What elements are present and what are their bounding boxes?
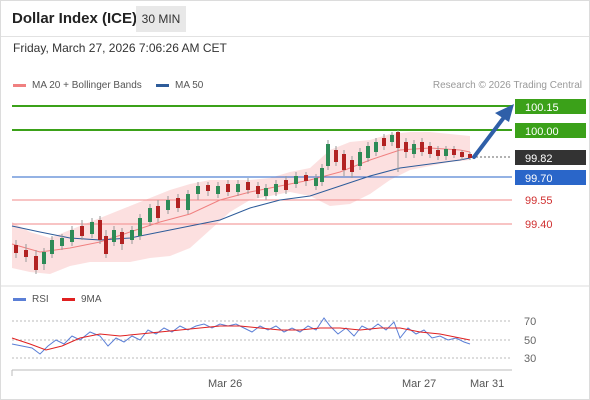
level-tag-100-00: 100.00 [515, 123, 586, 138]
x-tick-mar31: Mar 31 [470, 378, 504, 390]
rsi-swatch [13, 298, 26, 301]
candle [236, 180, 240, 196]
candle [98, 216, 102, 244]
level-value-99-40: 99.40 [525, 219, 553, 231]
bollinger-band [12, 132, 470, 274]
rsi-tick-50: 50 [524, 335, 536, 347]
candle [34, 250, 38, 274]
candle [138, 214, 142, 240]
candle [284, 176, 288, 194]
ma50-line [11, 157, 471, 241]
candle [166, 196, 170, 214]
candle [42, 248, 46, 270]
rsi-line [11, 317, 471, 355]
level-tag-100-15: 100.15 [515, 99, 586, 114]
ma9-legend-label: 9MA [81, 294, 102, 305]
indicator-legend: RSI 9MA [13, 294, 102, 305]
candle [274, 180, 278, 196]
candle [314, 174, 318, 190]
legend-ma50-label: MA 50 [175, 80, 204, 91]
candle [420, 138, 424, 156]
candle [216, 182, 220, 198]
candle [382, 134, 386, 150]
candle [374, 138, 378, 156]
level-value-99-70: 99.70 [525, 173, 553, 185]
candle [206, 182, 210, 196]
candle [326, 140, 330, 170]
level-value-99-82: 99.82 [525, 153, 553, 165]
level-value-100-00: 100.00 [525, 126, 559, 138]
candle [264, 184, 268, 200]
candle [246, 178, 250, 194]
ma50-swatch [156, 83, 169, 87]
research-credit: Research © 2026 Trading Central [432, 80, 582, 91]
instrument-title: Dollar Index (ICE) [12, 10, 138, 27]
candle [320, 164, 324, 186]
candle [404, 138, 408, 158]
candle [334, 146, 338, 166]
candle [350, 156, 354, 178]
candle [112, 226, 116, 246]
candle [390, 132, 394, 146]
rsi-tick-30: 30 [524, 353, 536, 365]
candle [444, 146, 448, 160]
candle [452, 146, 456, 158]
candle [342, 150, 346, 176]
candle [80, 220, 84, 240]
timestamp: Friday, March 27, 2026 7:06:26 AM CET [13, 41, 227, 55]
candle [104, 230, 108, 258]
candle [120, 228, 124, 250]
rsi-tick-70: 70 [524, 316, 536, 328]
candle [24, 244, 28, 262]
ma9-swatch [62, 298, 75, 301]
ma20-line [11, 147, 471, 253]
projection-arrow [472, 104, 514, 159]
candle [256, 182, 260, 198]
candle [196, 182, 200, 200]
candle [428, 142, 432, 158]
candle [226, 180, 230, 196]
level-value-100-15: 100.15 [525, 102, 559, 114]
ma9-line [11, 325, 471, 351]
candle [436, 146, 440, 160]
candle [396, 130, 400, 172]
candle [14, 240, 18, 258]
candle [366, 142, 370, 162]
candle [130, 226, 134, 244]
candle [304, 172, 308, 186]
chart-header: Dollar Index (ICE) 30 MIN [0, 0, 590, 37]
ma20-swatch [13, 83, 26, 87]
candle [176, 194, 180, 212]
header-divider [0, 36, 590, 37]
rsi-legend-label: RSI [32, 294, 49, 305]
candle [70, 226, 74, 246]
candle [186, 190, 190, 214]
level-value-99-55: 99.55 [525, 195, 553, 207]
candle [148, 204, 152, 226]
candles [14, 130, 472, 274]
timeframe-button[interactable]: 30 MIN [136, 6, 186, 32]
candle [156, 200, 160, 222]
candle [50, 236, 54, 258]
x-tick-mar26: Mar 26 [208, 378, 242, 390]
candle [358, 148, 362, 170]
legend-ma20-label: MA 20 + Bollinger Bands [32, 80, 142, 91]
candle [412, 140, 416, 158]
x-tick-mar27: Mar 27 [402, 378, 436, 390]
candle [60, 234, 64, 250]
candle [294, 172, 298, 188]
level-tag-99-82: 99.82 [515, 150, 586, 165]
legend-ma20: MA 20 + Bollinger Bands [13, 80, 142, 91]
level-tag-99-70: 99.70 [515, 170, 586, 185]
candle [460, 150, 464, 160]
candle [90, 218, 94, 238]
legend-ma50: MA 50 [156, 80, 203, 91]
candle [468, 152, 472, 160]
